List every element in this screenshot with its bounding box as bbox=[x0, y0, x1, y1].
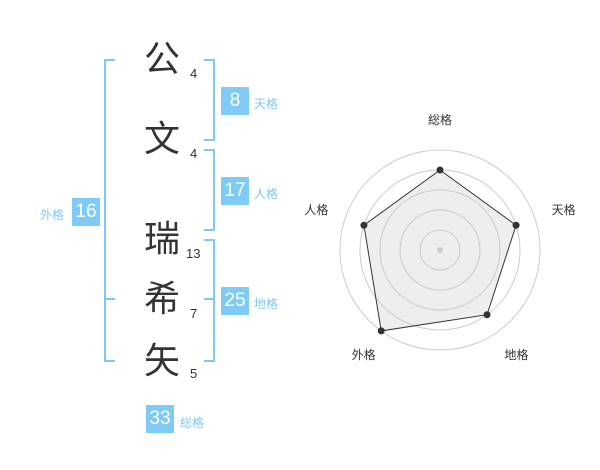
jinkaku-bracket bbox=[204, 149, 215, 231]
radar-point bbox=[436, 166, 444, 174]
stroke-count: 5 bbox=[190, 366, 198, 381]
name-char: 文 bbox=[143, 119, 180, 160]
tenkaku-label: 天格 bbox=[254, 97, 279, 111]
chikaku-value: 25 bbox=[221, 287, 249, 315]
name-char: 公 bbox=[143, 39, 180, 80]
soukaku-label: 総格 bbox=[180, 416, 205, 430]
radar-point bbox=[512, 221, 520, 229]
radar-point bbox=[483, 311, 491, 319]
radar-point bbox=[377, 327, 385, 335]
stroke-count: 4 bbox=[190, 66, 198, 81]
tenkaku-value: 8 bbox=[221, 87, 249, 115]
jinkaku-value: 17 bbox=[221, 177, 249, 205]
gaikaku-bracket bbox=[104, 59, 115, 362]
radar-axis-label: 外格 bbox=[352, 347, 376, 362]
stroke-count: 7 bbox=[190, 306, 198, 321]
bracket-tick bbox=[204, 298, 213, 300]
radar-axis-label: 天格 bbox=[552, 202, 576, 217]
name-char: 希 bbox=[143, 279, 180, 320]
name-char: 瑞 bbox=[143, 219, 180, 260]
chikaku-label: 地格 bbox=[254, 297, 279, 311]
radar-center bbox=[437, 247, 443, 253]
radar-axis-label: 人格 bbox=[304, 202, 328, 217]
radar-ring bbox=[399, 209, 481, 291]
radar-axis-label: 地格 bbox=[504, 347, 528, 362]
jinkaku-label: 人格 bbox=[254, 187, 279, 201]
bracket-tick bbox=[104, 298, 115, 300]
radar-point bbox=[360, 221, 368, 229]
radar-ring bbox=[339, 149, 541, 351]
gaikaku-label: 外格 bbox=[40, 208, 65, 222]
radar-ring bbox=[419, 229, 461, 271]
gaikaku-value: 16 bbox=[72, 198, 100, 226]
stroke-count: 4 bbox=[190, 146, 198, 161]
chikaku-bracket bbox=[204, 239, 215, 362]
stroke-count: 13 bbox=[186, 246, 201, 261]
soukaku-value: 33 bbox=[146, 405, 174, 433]
radar-axis-label: 総格 bbox=[428, 112, 452, 127]
name-char: 矢 bbox=[143, 341, 180, 382]
tenkaku-bracket bbox=[204, 59, 215, 141]
radar-ring bbox=[379, 189, 501, 311]
